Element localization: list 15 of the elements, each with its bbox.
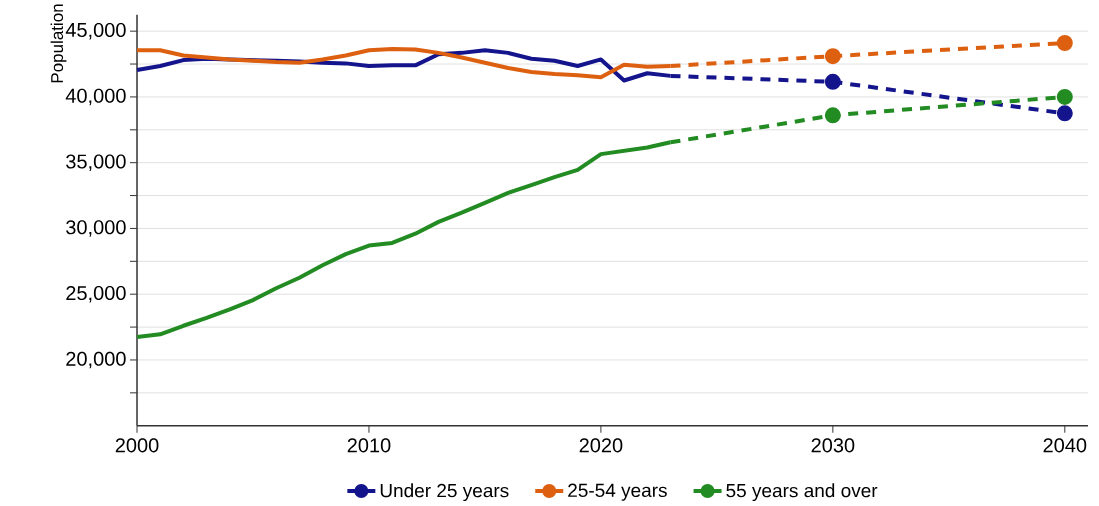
x-tick-label: 2000 <box>115 438 159 453</box>
legend-label: Under 25 years <box>380 483 509 502</box>
y-tick-label: 40,000 <box>65 88 126 106</box>
x-tick-label: 2040 <box>1043 438 1087 453</box>
legend-label: 25-54 years <box>568 483 667 501</box>
y-tick-label: 25,000 <box>66 286 126 303</box>
y-tick-label: 45,000 <box>65 23 126 40</box>
x-tick-label: 2010 <box>347 438 391 453</box>
legend-label: 55 years and over <box>726 483 878 502</box>
x-tick-label: 2030 <box>811 438 855 453</box>
y-tick-label: 20,000 <box>66 351 126 369</box>
y-axis-title: Population <box>50 4 67 83</box>
y-tick-label: 35,000 <box>66 154 126 172</box>
x-tick-label: 2020 <box>579 438 623 453</box>
y-tick-label: 30,000 <box>66 220 126 237</box>
